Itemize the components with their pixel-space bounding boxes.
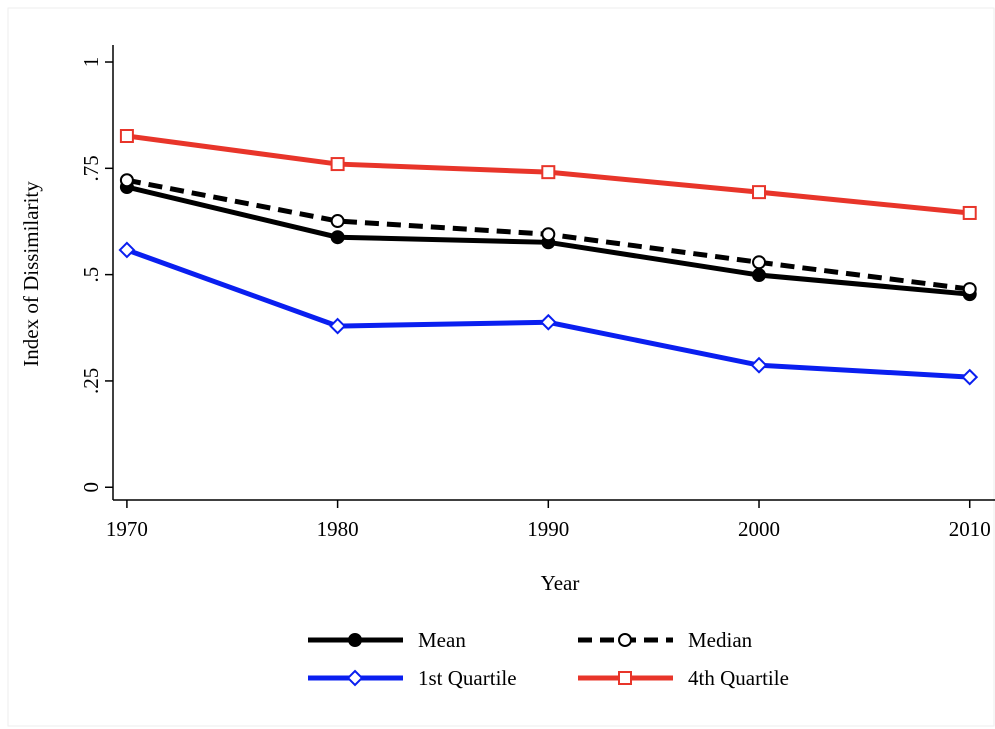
- data-point: [330, 157, 345, 172]
- y-tick-label: 0: [79, 482, 103, 493]
- x-tick-label: 2010: [949, 517, 991, 541]
- legend-marker: [348, 633, 362, 647]
- frame: [7, 7, 995, 727]
- legend-marker: [618, 633, 632, 647]
- series-line: [126, 247, 970, 380]
- x-tick-label: 2000: [738, 517, 780, 541]
- legend-label: Mean: [418, 628, 466, 652]
- x-axis-label: Year: [541, 571, 580, 595]
- data-point: [962, 282, 977, 297]
- data-point: [750, 356, 768, 374]
- legend-label: 1st Quartile: [418, 666, 517, 690]
- y-tick-label: 1: [79, 57, 103, 68]
- y-tick-label: .5: [79, 267, 103, 283]
- data-point: [119, 173, 134, 188]
- data-point: [539, 313, 557, 331]
- legend-marker: [346, 669, 364, 687]
- data-point: [962, 205, 977, 220]
- data-point: [330, 214, 345, 229]
- x-tick-label: 1990: [527, 517, 569, 541]
- legend-marker: [618, 671, 632, 685]
- data-point: [541, 227, 556, 242]
- data-point: [752, 255, 767, 270]
- legend-label: Median: [688, 628, 753, 652]
- data-point: [119, 129, 134, 143]
- legend-label: 4th Quartile: [688, 666, 789, 690]
- y-tick-label: .25: [79, 368, 103, 394]
- x-tick-label: 1980: [317, 517, 359, 541]
- data-point: [330, 230, 345, 245]
- y-tick-label: .75: [79, 155, 103, 181]
- y-axis-label: Index of Dissimilarity: [19, 181, 43, 367]
- data-point: [118, 241, 136, 259]
- x-tick-label: 1970: [106, 517, 148, 541]
- data-point: [329, 317, 347, 335]
- data-point: [961, 368, 979, 386]
- data-point: [752, 268, 767, 283]
- data-point: [752, 185, 767, 200]
- data-point: [541, 165, 556, 180]
